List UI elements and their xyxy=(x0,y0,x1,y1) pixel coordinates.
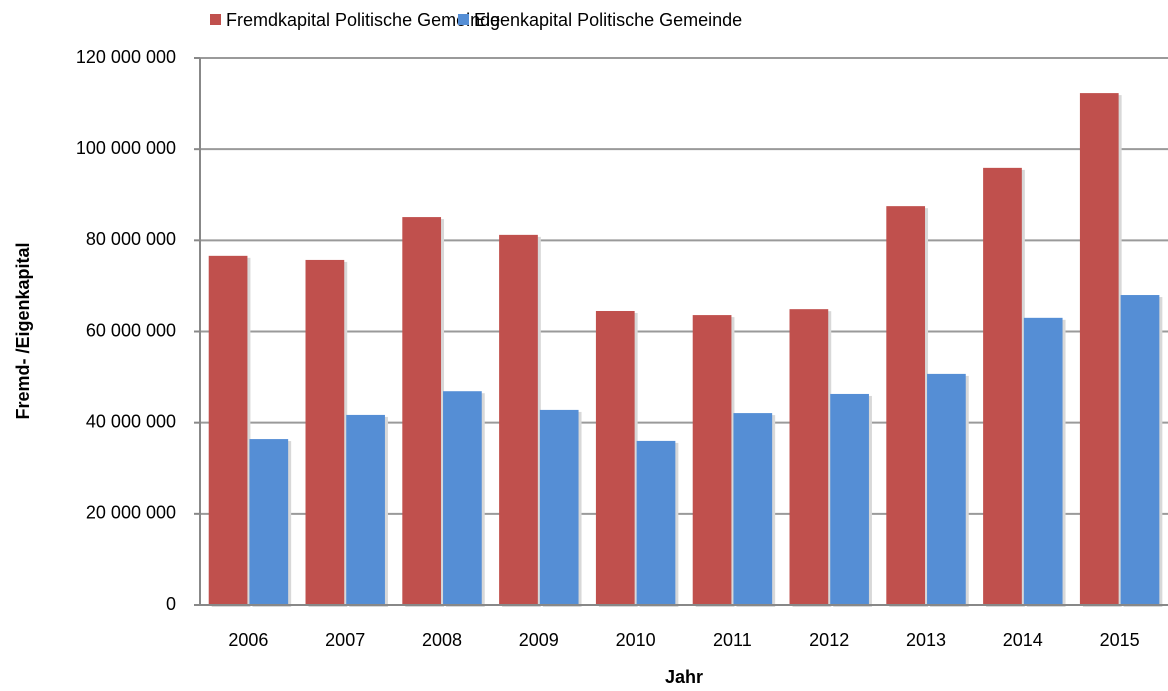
bar xyxy=(636,440,676,605)
y-tick-label: 80 000 000 xyxy=(86,229,176,249)
y-tick-label: 120 000 000 xyxy=(76,47,176,67)
bar xyxy=(1079,93,1119,605)
legend-swatch xyxy=(210,14,221,25)
y-tick-label: 40 000 000 xyxy=(86,411,176,431)
y-tick-label: 20 000 000 xyxy=(86,503,176,523)
legend-label: Eigenkapital Politische Gemeinde xyxy=(474,10,742,30)
bar xyxy=(346,414,385,605)
bar xyxy=(595,310,635,605)
bar xyxy=(208,255,248,605)
bar xyxy=(1023,317,1063,605)
bar xyxy=(402,217,442,606)
bar xyxy=(983,167,1022,605)
bar xyxy=(733,413,773,605)
bar xyxy=(1120,295,1160,605)
bar xyxy=(692,315,732,605)
x-tick-label: 2012 xyxy=(809,630,849,650)
x-tick-label: 2010 xyxy=(616,630,656,650)
y-tick-label: 100 000 000 xyxy=(76,138,176,158)
legend-swatch xyxy=(458,14,469,25)
x-tick-label: 2013 xyxy=(906,630,946,650)
legend-label: Fremdkapital Politische Gemeinde xyxy=(226,10,500,30)
y-axis-title: Fremd- /Eigenkapital xyxy=(13,242,33,419)
x-tick-label: 2007 xyxy=(325,630,365,650)
bar xyxy=(830,393,869,605)
x-tick-label: 2009 xyxy=(519,630,559,650)
bar xyxy=(249,439,289,605)
y-tick-label: 0 xyxy=(166,594,176,614)
bar xyxy=(499,234,538,605)
bar xyxy=(305,259,345,605)
x-tick-label: 2008 xyxy=(422,630,462,650)
x-tick-label: 2011 xyxy=(713,630,752,650)
x-axis-title: Jahr xyxy=(665,667,703,687)
bar xyxy=(886,206,926,606)
bar xyxy=(927,373,966,605)
x-tick-label: 2014 xyxy=(1003,630,1043,650)
x-tick-label: 2006 xyxy=(228,630,268,650)
y-tick-label: 60 000 000 xyxy=(86,320,176,340)
bar xyxy=(443,391,482,605)
bar xyxy=(539,409,579,605)
x-tick-label: 2015 xyxy=(1100,630,1140,650)
bar xyxy=(789,309,829,605)
